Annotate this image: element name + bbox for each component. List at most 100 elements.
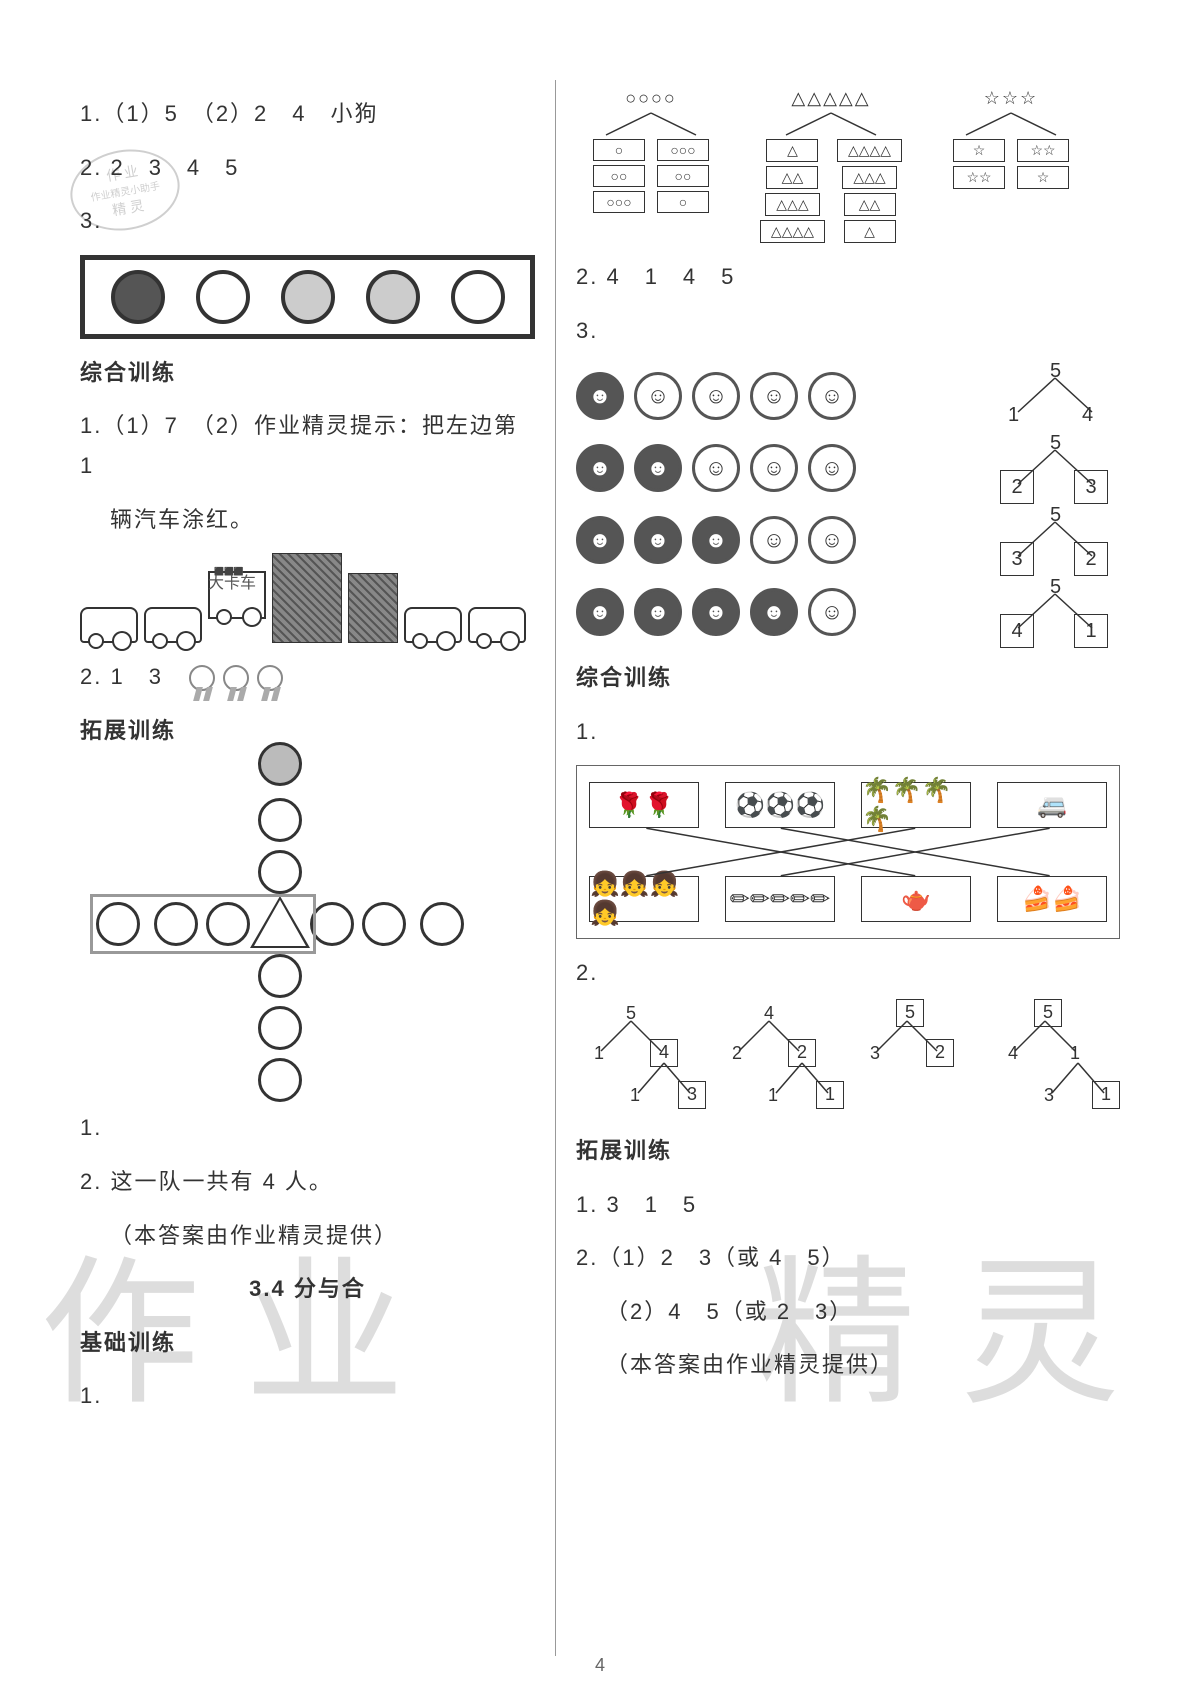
decomp-cell: △△△△	[760, 220, 825, 243]
car-icon	[404, 607, 462, 643]
match-item: 🚐	[997, 782, 1107, 828]
right-column: ○○○○○○○○○○○○○○○○△△△△△△△△△△△△△△△△△△△△△△△△…	[556, 80, 1140, 1656]
decomp-cell: ☆☆	[1017, 139, 1069, 162]
circle-icon	[310, 902, 354, 946]
car-icon	[468, 607, 526, 643]
tree-node: 5	[1034, 999, 1062, 1027]
face-row: ☻☺☺☺☺514	[576, 364, 1120, 428]
match-item: 🫖	[861, 876, 971, 922]
match-item: ✏✏✏✏✏	[725, 876, 835, 922]
tree-node: 1	[630, 1085, 640, 1106]
face-filled-icon: ☻	[576, 372, 624, 420]
face-empty-icon: ☺	[808, 372, 856, 420]
r-h1: 综合训练	[576, 658, 1120, 698]
medal-icon	[189, 665, 215, 691]
circle-icon	[258, 742, 302, 786]
decomp-cell: △	[766, 139, 818, 162]
decomp-cell: △△	[844, 193, 896, 216]
decomp-tree: △△△△△△△△△△△△△△△△△△△△△△△△△	[756, 88, 906, 243]
circle-icon	[111, 270, 165, 324]
matching-diagram: 🌹🌹⚽⚽⚽🌴🌴🌴🌴🚐 👧👧👧👧✏✏✏✏✏🫖🍰🍰	[576, 765, 1120, 939]
circle-icon	[451, 270, 505, 324]
building-icon	[272, 553, 342, 643]
tree-node: 2	[926, 1039, 954, 1067]
tree-node: 2	[788, 1039, 816, 1067]
tree-node: 1	[768, 1085, 778, 1106]
medal-icon	[223, 665, 249, 691]
l-s2-text: 2. 1 3	[80, 664, 163, 689]
face-empty-icon: ☺	[750, 444, 798, 492]
circles-box	[80, 255, 535, 339]
number-trees: 514134221153254131	[576, 1007, 1120, 1117]
decomp-stack: ○○○○○○	[593, 139, 645, 213]
face-filled-icon: ☻	[750, 588, 798, 636]
face-empty-icon: ☺	[808, 444, 856, 492]
tree-node: 1	[1008, 404, 1019, 427]
tree-node: 1	[1070, 1043, 1080, 1064]
match-top-row: 🌹🌹⚽⚽⚽🌴🌴🌴🌴🚐	[589, 782, 1107, 828]
medal-icon	[257, 665, 283, 691]
r-h2: 拓展训练	[576, 1131, 1120, 1171]
number-tree: 532	[852, 1007, 982, 1117]
tree-node: 1	[1092, 1081, 1120, 1109]
r-t1: 1. 3 1 5	[576, 1185, 1120, 1225]
l-h2: 拓展训练	[80, 711, 535, 751]
decomp-cell: ☆☆	[953, 166, 1005, 189]
l-h4: 基础训练	[80, 1323, 535, 1363]
l-t1: 1.	[80, 1108, 535, 1148]
tree-node: 3	[1044, 1085, 1054, 1106]
number-tree: 54131	[990, 1007, 1120, 1117]
decomp-cell: ○○	[593, 165, 645, 187]
decomp-stack: ☆☆☆	[1017, 139, 1069, 189]
l-q1: 1.（1）5 （2）2 4 小狗	[80, 94, 535, 134]
circle-icon	[281, 270, 335, 324]
face-filled-icon: ☻	[634, 588, 682, 636]
face-filled-icon: ☻	[576, 444, 624, 492]
face-empty-icon: ☺	[692, 372, 740, 420]
tree-node: 4	[1008, 1043, 1018, 1064]
decomp-cell: ○○	[657, 165, 709, 187]
r-t3: （2）4 5（或 2 3）	[576, 1292, 1120, 1332]
number-tree: 541	[990, 580, 1120, 644]
face-filled-icon: ☻	[576, 516, 624, 564]
truck-label: 大卡车	[208, 569, 266, 593]
circle-icon	[366, 270, 420, 324]
face-empty-icon: ☺	[808, 588, 856, 636]
circle-icon	[420, 902, 464, 946]
medals-icon	[189, 665, 283, 691]
match-bottom-row: 👧👧👧👧✏✏✏✏✏🫖🍰🍰	[589, 876, 1107, 922]
l-q3: 3.	[80, 201, 535, 241]
decomp-cell: ○○○	[657, 139, 709, 161]
circle-icon	[258, 850, 302, 894]
decomp-stack: ☆☆☆	[953, 139, 1005, 189]
r-note: （本答案由作业精灵提供）	[576, 1345, 1120, 1385]
face-empty-icon: ☺	[808, 516, 856, 564]
l-b1: 1.	[80, 1376, 535, 1416]
number-tree: 523	[990, 436, 1120, 500]
tree-node: 4	[1082, 404, 1093, 427]
decomp-cell: △△△	[765, 193, 819, 216]
decomp-cell: △△	[766, 166, 818, 189]
tree-node: 3	[870, 1043, 880, 1064]
tree-node: 1	[594, 1043, 604, 1064]
circle-icon	[258, 1006, 302, 1050]
highlight-box	[90, 894, 316, 954]
circle-icon	[258, 798, 302, 842]
l-note: （本答案由作业精灵提供）	[80, 1216, 535, 1256]
tree-node: 2	[1000, 470, 1034, 504]
face-filled-icon: ☻	[576, 588, 624, 636]
decomp-stack: △△△△△△△△△△	[760, 139, 825, 243]
tree-node: 3	[1074, 470, 1108, 504]
decomp-cell: △	[844, 220, 896, 243]
circle-icon	[258, 1058, 302, 1102]
r-m2: 2.	[576, 953, 1120, 993]
l-q2: 2. 2 3 4 5	[80, 148, 535, 188]
tree-node: 1	[816, 1081, 844, 1109]
circle-icon	[196, 270, 250, 324]
match-item: 👧👧👧👧	[589, 876, 699, 922]
decomp-cell: ○	[657, 191, 709, 213]
decomp-tree: ○○○○○○○○○○○○○○○○	[576, 88, 726, 243]
tree-node: 3	[1000, 542, 1034, 576]
left-column: 1.（1）5 （2）2 4 小狗 2. 2 3 4 5 3. 综合训练 1.（1…	[60, 80, 556, 1656]
number-tree: 532	[990, 508, 1120, 572]
